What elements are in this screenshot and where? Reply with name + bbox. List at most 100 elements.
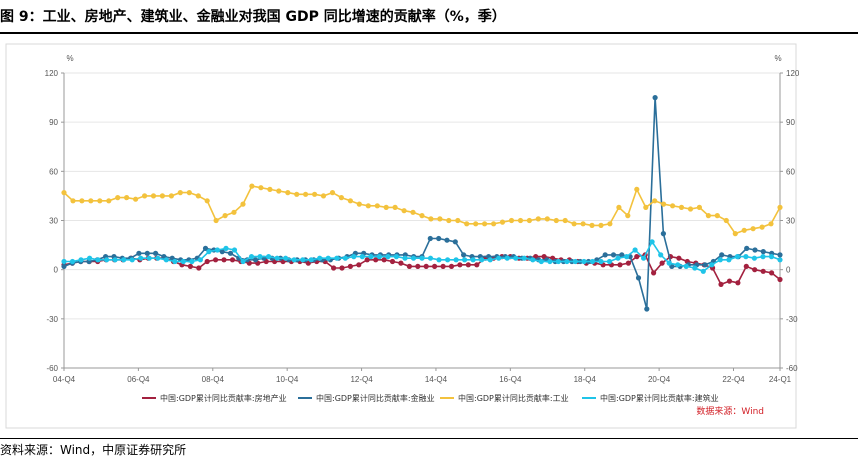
data-point: [717, 257, 723, 263]
data-point: [427, 255, 434, 261]
data-point: [777, 204, 783, 210]
data-point: [624, 254, 630, 260]
data-point: [744, 245, 750, 251]
data-point: [374, 203, 380, 209]
data-point: [453, 257, 459, 263]
data-point: [437, 216, 443, 222]
data-point: [338, 195, 344, 201]
data-point: [204, 258, 210, 265]
data-point: [777, 257, 783, 263]
series-group: [61, 95, 783, 312]
data-point: [69, 258, 76, 265]
data-point: [652, 95, 658, 101]
data-point: [79, 198, 85, 204]
data-point: [759, 224, 765, 230]
data-point: [61, 190, 67, 196]
chart-frame: [5, 43, 797, 429]
data-point: [104, 257, 110, 263]
y-tick-label-right: -30: [786, 315, 798, 324]
data-point: [723, 217, 729, 224]
x-tick-label: 12-Q4: [350, 375, 373, 384]
data-point: [376, 254, 382, 260]
title-rule: [0, 32, 858, 34]
data-point: [294, 191, 300, 197]
data-point: [589, 222, 595, 228]
source-rule: [0, 438, 858, 439]
data-point: [741, 227, 747, 233]
y-tick-label-right: 90: [786, 118, 795, 127]
data-point: [445, 257, 451, 263]
y-tick-label-left: -30: [46, 315, 58, 324]
data-point: [276, 188, 282, 194]
data-point: [750, 226, 756, 232]
data-point: [221, 257, 227, 263]
data-point: [392, 204, 398, 210]
x-tick-label: 16-Q4: [499, 375, 522, 384]
data-point: [547, 258, 553, 265]
data-point: [602, 252, 608, 258]
data-point: [317, 255, 323, 261]
data-point: [214, 247, 220, 253]
data-point: [521, 255, 527, 261]
data-point: [325, 255, 331, 261]
data-point: [427, 235, 433, 242]
data-point: [398, 260, 404, 266]
data-point: [504, 255, 510, 261]
data-point: [410, 209, 416, 215]
data-point: [231, 247, 238, 253]
data-point: [743, 263, 749, 269]
data-point: [474, 262, 480, 268]
data-point: [419, 213, 425, 219]
legend-label: 中国:GDP累计同比贡献率:工业: [458, 393, 569, 403]
data-point: [760, 249, 766, 255]
gridlines: [64, 72, 780, 369]
data-point: [308, 257, 314, 263]
data-point: [436, 235, 442, 242]
data-point: [115, 195, 121, 201]
data-point: [186, 190, 192, 196]
data-point: [660, 231, 667, 237]
data-point: [385, 254, 391, 260]
data-point: [461, 252, 467, 258]
data-point: [606, 258, 613, 265]
data-point: [455, 217, 461, 224]
data-point: [213, 217, 219, 224]
data-point: [752, 267, 758, 273]
data-point: [487, 257, 493, 263]
data-point: [202, 245, 209, 251]
data-point: [257, 254, 263, 260]
data-point: [580, 221, 586, 227]
data-point: [266, 254, 272, 260]
data-point: [303, 191, 309, 197]
y-tick-label-right: -60: [786, 364, 798, 373]
data-point: [666, 260, 672, 266]
data-point: [373, 257, 379, 263]
data-point: [189, 258, 195, 265]
x-tick-label: 22-Q4: [722, 375, 745, 384]
data-point: [617, 262, 623, 268]
data-point: [329, 190, 336, 196]
data-point: [334, 255, 340, 261]
data-point: [777, 252, 783, 258]
data-point: [406, 263, 412, 269]
legend-label: 中国:GDP累计同比贡献率:房地产业: [160, 393, 287, 403]
data-point: [718, 281, 724, 287]
data-point: [538, 258, 544, 265]
data-point: [61, 258, 67, 265]
y-tick-label-left: -60: [46, 364, 58, 373]
data-point: [70, 198, 76, 204]
data-point: [581, 258, 587, 265]
data-point: [155, 255, 161, 261]
data-point: [625, 213, 631, 219]
y-unit-left: %: [66, 54, 73, 63]
axes: -60 -60 -30 -30 0 0 30 30 60 60 90 90 120 120% % 04-Q4 0…: [45, 54, 800, 384]
data-point: [553, 217, 559, 224]
data-point: [726, 257, 732, 263]
y-tick-label-left: 90: [49, 118, 58, 127]
y-tick-label-right: 120: [786, 69, 800, 78]
data-point: [432, 263, 438, 269]
y-tick-label-left: 60: [49, 167, 58, 176]
data-point: [491, 221, 497, 227]
data-point: [163, 257, 169, 263]
data-point: [347, 263, 353, 269]
